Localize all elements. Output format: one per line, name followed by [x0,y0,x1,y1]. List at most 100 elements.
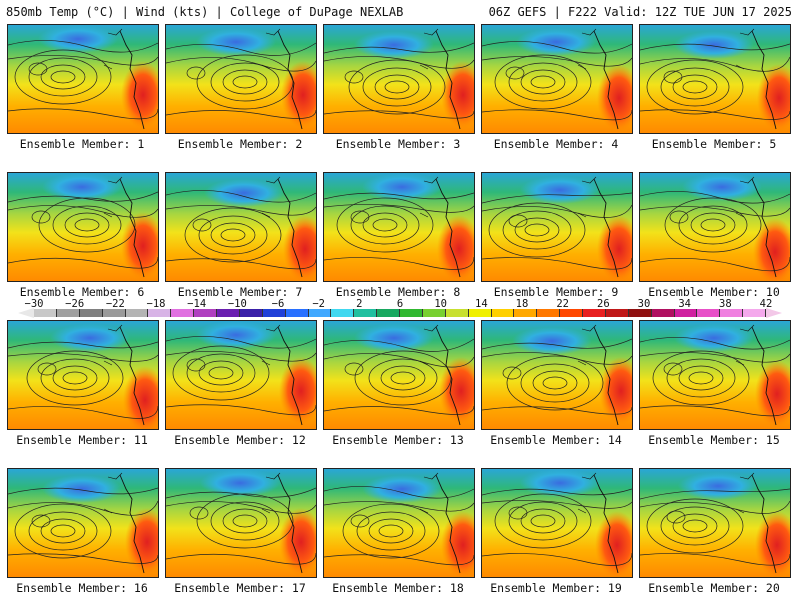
ensemble-member-map [481,320,633,430]
colorbar-segment [560,309,583,317]
ensemble-member-map [323,24,475,134]
ensemble-member-map [639,24,791,134]
colorbar-tick-label: 26 [597,298,610,310]
colorbar-segment [674,309,698,317]
colorbar-segment [194,309,217,317]
colorbar-segment [125,309,149,317]
map-image [482,173,632,281]
colorbar-segment [239,309,263,317]
colorbar-segment [445,309,469,317]
model-valid-time: 06Z GEFS | F222 Valid: 12Z TUE JUN 17 20… [488,5,792,19]
map-image [640,321,790,429]
colorbar-max-arrow [766,308,782,318]
ensemble-member-label: Ensemble Member: 3 [335,137,461,151]
colorbar-tick-label: 10 [434,298,447,310]
ensemble-member-map [323,172,475,282]
map-image [8,25,158,133]
map-image [166,469,316,577]
colorbar-tick-label: −26 [65,298,85,310]
map-image [640,173,790,281]
ensemble-member-label: Ensemble Member: 6 [19,285,145,299]
ensemble-member-label: Ensemble Member: 11 [16,433,148,447]
ensemble-member-label: Ensemble Member: 13 [332,433,464,447]
ensemble-member-map [7,24,159,134]
colorbar-tick-label: −2 [312,298,325,310]
product-title: 850mb Temp (°C) | Wind (kts) | College o… [6,5,404,19]
colorbar-tick-label: 42 [759,298,773,310]
colorbar-tick-label: 30 [637,298,651,310]
colorbar-tick-label: −18 [146,298,166,310]
ensemble-member-label: Ensemble Member: 7 [177,285,303,299]
colorbar-tick-label: 22 [556,298,569,310]
ensemble-member-map [481,24,633,134]
colorbar-segment [720,309,744,317]
colorbar-segment [262,309,286,317]
colorbar-segment [514,309,538,317]
map-image [166,321,316,429]
map-image [482,321,632,429]
ensemble-member-label: Ensemble Member: 2 [177,137,303,151]
ensemble-member-map [7,468,159,578]
colorbar-segment [743,309,766,317]
colorbar-segment [331,309,355,317]
map-image [482,25,632,133]
colorbar-tick-label: 2 [356,298,363,310]
colorbar-segment [583,309,606,317]
colorbar-segment [651,309,675,317]
ensemble-member-map [165,172,317,282]
ensemble-member-label: Ensemble Member: 10 [648,285,780,299]
ensemble-member-map [639,468,791,578]
colorbar-segment [34,309,57,317]
colorbar-tick-label: 18 [515,298,529,310]
ensemble-member-map [323,320,475,430]
colorbar-segment [537,309,561,317]
colorbar-segment [697,309,721,317]
ensemble-member-map [323,468,475,578]
colorbar-segment [308,309,332,317]
colorbar-tick-label: −10 [227,298,247,310]
colorbar-segment [354,309,378,317]
ensemble-member-label: Ensemble Member: 5 [651,137,777,151]
colorbar-segment [285,309,309,317]
colorbar-segment [56,309,80,317]
ensemble-member-label: Ensemble Member: 12 [174,433,306,447]
colorbar-segment [377,309,400,317]
colorbar-tick-label: −6 [271,298,285,310]
map-image [166,173,316,281]
ensemble-member-map [7,320,159,430]
colorbar-tick-label: −22 [105,298,125,310]
colorbar-segment [79,309,103,317]
page-header: 850mb Temp (°C) | Wind (kts) | College o… [0,0,800,22]
ensemble-member-map [639,320,791,430]
map-image [640,25,790,133]
colorbar-min-arrow [18,308,34,318]
ensemble-member-map [165,468,317,578]
map-image [8,321,158,429]
ensemble-member-map [481,172,633,282]
ensemble-member-map [7,172,159,282]
temperature-colorbar: −30 −26 −22 −18 −14 −10 −6 −2 2 6 10 14 18 22 26 30 34 38… [6,298,794,320]
ensemble-member-label: Ensemble Member: 14 [490,433,622,447]
ensemble-member-map [165,320,317,430]
ensemble-member-label: Ensemble Member: 1 [19,137,145,151]
ensemble-member-label: Ensemble Member: 18 [332,581,464,595]
ensemble-member-map [481,468,633,578]
map-image [640,469,790,577]
ensemble-member-label: Ensemble Member: 4 [493,137,619,151]
ensemble-member-label: Ensemble Member: 16 [16,581,148,595]
map-image [482,469,632,577]
map-image [8,469,158,577]
colorbar-segment [217,309,240,317]
colorbar-segment [605,309,629,317]
ensemble-member-label: Ensemble Member: 17 [174,581,306,595]
colorbar-segment [628,309,652,317]
colorbar-segment [468,309,492,317]
colorbar-tick-label: 34 [678,298,691,310]
ensemble-member-label: Ensemble Member: 19 [490,581,622,595]
colorbar-tick-label: −30 [24,298,44,310]
map-image [324,469,474,577]
colorbar-tick-label: 38 [719,298,732,310]
colorbar-segment [422,309,446,317]
colorbar-tick-label: 6 [396,298,404,310]
colorbar-segment [491,309,515,317]
